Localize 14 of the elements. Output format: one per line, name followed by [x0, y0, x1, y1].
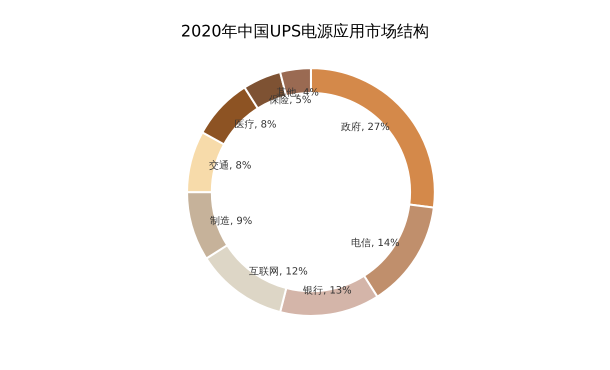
- data-label: , 13%: [323, 285, 352, 296]
- slice-label: 电信: [351, 236, 372, 249]
- slice-label: 保险: [269, 94, 290, 106]
- slice-label: 医疗: [234, 118, 254, 131]
- slice-label: 银行: [302, 285, 324, 296]
- data-label: , 9%: [230, 216, 252, 227]
- slice-label: 政府: [341, 121, 362, 134]
- slice-label: 互联网: [249, 266, 280, 278]
- data-label: , 12%: [279, 266, 308, 278]
- chart-title: 2020年中国UPS电源应用市场结构: [180, 22, 430, 40]
- data-label: , 27%: [361, 122, 390, 134]
- data-label: , 8%: [254, 120, 277, 131]
- slice-label: 交通: [209, 159, 230, 172]
- data-label: , 8%: [229, 160, 252, 172]
